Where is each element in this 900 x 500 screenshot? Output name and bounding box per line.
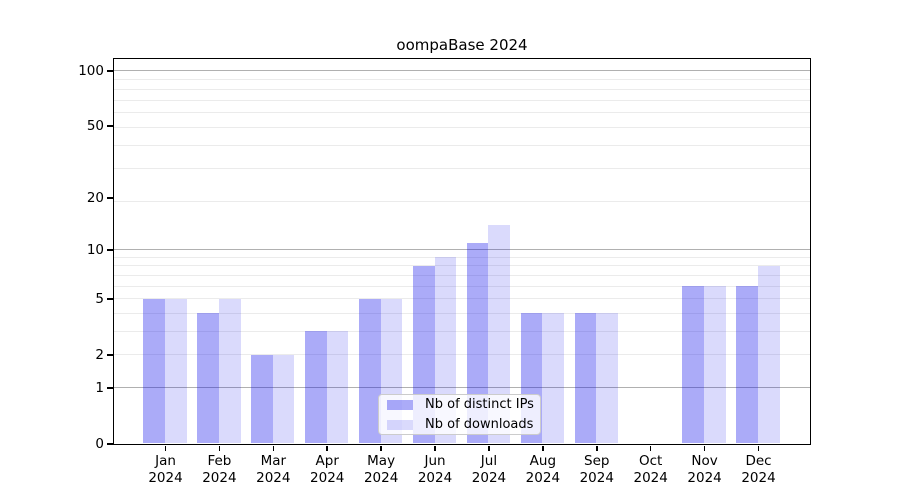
minor-gridline <box>113 312 810 314</box>
major-gridline <box>113 386 810 388</box>
legend-swatch-distinct-ips <box>387 399 413 410</box>
bar-distinct-ips <box>143 298 165 444</box>
x-tick-label: Sep 2024 <box>579 453 614 486</box>
y-tick-label: 10 <box>86 242 104 259</box>
bar-downloads <box>272 354 295 444</box>
minor-gridline <box>113 144 810 146</box>
x-tick-mark <box>434 445 436 451</box>
x-tick-label: Oct 2024 <box>633 453 668 486</box>
bar-distinct-ips <box>359 298 381 444</box>
major-gridline <box>113 249 810 251</box>
x-tick-label: Nov 2024 <box>687 453 722 486</box>
minor-gridline <box>113 354 810 356</box>
bar-distinct-ips <box>305 331 327 444</box>
legend-item-downloads: Nb of downloads <box>387 417 540 433</box>
x-tick-label: Jul 2024 <box>471 453 507 486</box>
y-tick-mark <box>106 70 113 72</box>
minor-gridline <box>113 285 810 287</box>
minor-gridline <box>113 126 810 128</box>
minor-gridline <box>113 274 810 276</box>
bar-downloads <box>758 265 780 444</box>
bar-distinct-ips <box>574 313 597 444</box>
y-tick-label: 1 <box>95 379 104 396</box>
x-tick-mark <box>542 445 544 451</box>
bar-distinct-ips <box>251 354 273 444</box>
x-tick-mark <box>757 445 760 451</box>
bar-distinct-ips <box>682 286 705 444</box>
legend-swatch-downloads <box>387 419 413 430</box>
x-tick-label: Aug 2024 <box>525 453 561 486</box>
bar-distinct-ips <box>736 286 758 444</box>
x-tick-mark <box>326 445 328 451</box>
bar-downloads <box>218 298 241 444</box>
minor-gridline <box>113 265 810 267</box>
y-tick-label: 50 <box>86 118 104 135</box>
minor-gridline <box>113 298 810 300</box>
y-tick-mark <box>106 298 113 300</box>
bar-downloads <box>704 286 726 444</box>
y-tick-mark <box>106 387 113 389</box>
y-tick-mark <box>106 249 113 251</box>
y-tick-label: 20 <box>86 189 104 206</box>
x-tick-label: Dec 2024 <box>741 453 776 486</box>
x-tick-mark <box>488 445 490 451</box>
x-tick-mark <box>596 445 598 451</box>
bar-downloads <box>542 313 564 444</box>
legend-label-downloads: Nb of downloads <box>425 417 534 432</box>
x-tick-mark <box>164 445 167 451</box>
y-tick-label: 2 <box>95 347 104 364</box>
y-tick-label: 100 <box>78 62 104 79</box>
legend-item-distinct-ips: Nb of distinct IPs <box>387 397 540 413</box>
y-tick-mark <box>106 197 113 199</box>
y-tick-label: 5 <box>95 291 104 308</box>
plot-area <box>112 57 811 445</box>
minor-gridline <box>113 200 810 202</box>
minor-gridline <box>113 99 810 101</box>
minor-gridline <box>113 79 810 81</box>
bar-downloads <box>596 313 618 444</box>
x-tick-mark <box>218 445 221 451</box>
bar-distinct-ips <box>466 242 489 444</box>
minor-gridline <box>113 111 810 113</box>
x-tick-label: Mar 2024 <box>256 453 291 486</box>
y-tick-mark <box>106 354 113 356</box>
minor-gridline <box>113 88 810 90</box>
minor-gridline <box>113 168 810 170</box>
legend-label-distinct-ips: Nb of distinct IPs <box>425 397 534 412</box>
x-tick-mark <box>272 445 275 451</box>
legend: Nb of distinct IPs Nb of downloads <box>378 394 541 435</box>
minor-gridline <box>113 256 810 258</box>
bar-distinct-ips <box>197 313 219 444</box>
y-tick-mark <box>106 125 113 127</box>
x-tick-label: Jan 2024 <box>148 453 183 486</box>
bar-downloads <box>326 331 349 444</box>
bar-downloads <box>165 298 187 444</box>
x-tick-mark <box>703 445 706 451</box>
x-tick-mark <box>649 445 652 451</box>
minor-gridline <box>113 330 810 332</box>
major-gridline <box>113 69 810 71</box>
x-tick-label: Apr 2024 <box>310 453 345 486</box>
chart-title: oompaBase 2024 <box>396 36 528 54</box>
y-tick-label: 0 <box>95 436 104 452</box>
x-tick-label: Jun 2024 <box>417 453 453 486</box>
bar-downloads <box>488 224 511 444</box>
y-tick-mark <box>106 443 113 445</box>
x-tick-mark <box>380 445 382 451</box>
x-tick-label: May 2024 <box>363 453 399 486</box>
x-tick-label: Feb 2024 <box>202 453 237 486</box>
